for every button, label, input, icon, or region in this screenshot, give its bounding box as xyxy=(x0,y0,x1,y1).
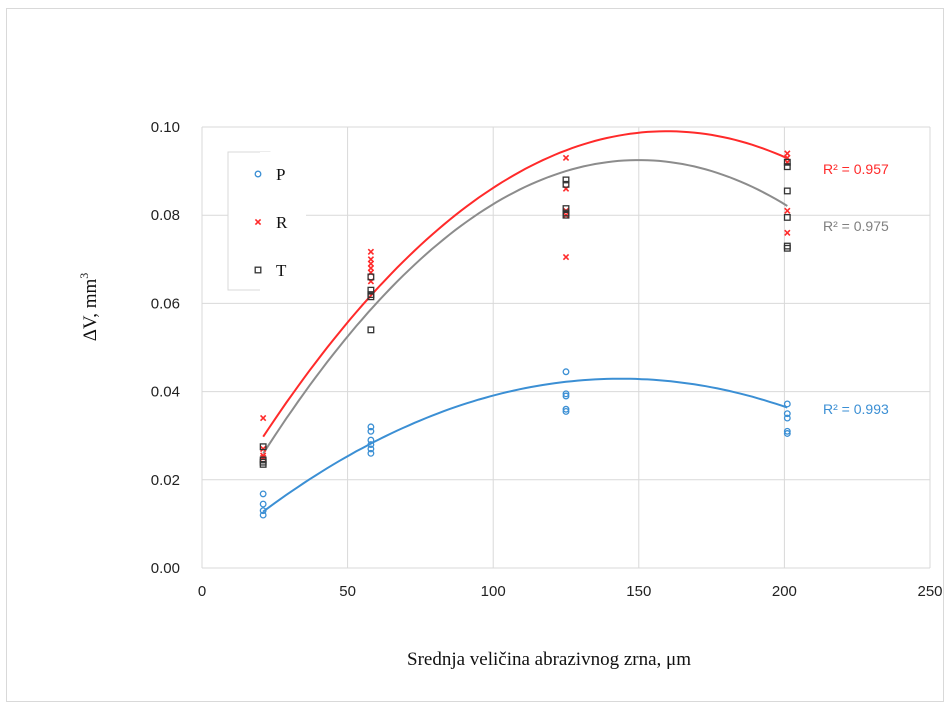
data-point-P xyxy=(367,423,375,431)
trend-lines xyxy=(262,130,788,513)
data-point-T xyxy=(562,205,570,213)
data-point-P xyxy=(259,507,267,515)
y-tick-label: 0.00 xyxy=(151,560,180,577)
legend-marker-P xyxy=(254,170,262,178)
y-axis-title-superscript: 3 xyxy=(77,273,91,279)
data-point-T xyxy=(367,286,375,294)
x-tick-label: 250 xyxy=(917,583,942,600)
y-tick-label: 0.06 xyxy=(151,295,180,312)
y-tick-label: 0.08 xyxy=(151,207,180,224)
data-point-T xyxy=(783,213,791,221)
marker-stroke xyxy=(562,154,570,162)
data-point-P xyxy=(367,449,375,457)
data-point-T xyxy=(562,211,570,219)
data-point-T xyxy=(783,187,791,195)
data-point-R xyxy=(259,414,267,422)
legend-label-T: T xyxy=(276,261,287,280)
data-point-T xyxy=(783,158,791,166)
legend-marker-R xyxy=(254,218,262,226)
data-point-P xyxy=(562,390,570,398)
x-tick-label: 50 xyxy=(339,583,356,600)
data-point-T xyxy=(259,443,267,451)
r2-labels: R² = 0.993 R² = 0.957 R² = 0.975 xyxy=(823,161,889,417)
data-point-T xyxy=(783,244,791,252)
data-point-R xyxy=(784,207,791,214)
marker-stroke xyxy=(259,414,267,422)
y-tick-labels: 0.00 0.02 0.04 0.06 0.08 0.10 xyxy=(151,119,180,577)
trend-line-T xyxy=(262,159,788,455)
data-point-P xyxy=(259,511,267,519)
marker-stroke xyxy=(562,253,570,261)
data-point-R xyxy=(367,248,375,255)
data-point-T xyxy=(562,180,570,188)
data-point-R xyxy=(562,253,570,261)
trend-line-R xyxy=(262,130,788,438)
chart-frame xyxy=(6,8,944,702)
x-tick-label: 150 xyxy=(626,583,651,600)
trend-line-P xyxy=(262,377,788,513)
marker-stroke xyxy=(254,218,262,226)
data-point-T xyxy=(562,176,570,184)
y-tick-label: 0.04 xyxy=(151,384,180,401)
data-point-R xyxy=(784,229,791,237)
data-point-T xyxy=(367,273,375,281)
legend-marker-T xyxy=(254,266,262,274)
legend-items: P R T xyxy=(254,165,288,280)
x-tick-labels: 0 50 100 150 200 250 xyxy=(198,583,943,600)
data-point-P xyxy=(783,414,791,422)
x-axis-title: Srednja veličina abrazivnog zrna, μm xyxy=(407,649,691,670)
data-point-T xyxy=(367,326,375,334)
legend-label-R: R xyxy=(276,213,288,232)
r2-label-P: R² = 0.993 xyxy=(823,401,889,417)
data-point-P xyxy=(562,368,570,376)
data-point-P xyxy=(259,490,267,498)
marker-stroke xyxy=(784,229,791,237)
data-point-P xyxy=(259,500,267,508)
x-tick-label: 0 xyxy=(198,583,206,600)
y-axis-title: ΔV, mm3 xyxy=(77,273,101,342)
y-tick-label: 0.10 xyxy=(151,119,180,136)
data-point-P xyxy=(367,445,375,453)
r2-label-T: R² = 0.975 xyxy=(823,218,889,234)
data-point-R xyxy=(562,154,570,162)
data-point-P xyxy=(783,410,791,418)
legend-label-P: P xyxy=(276,165,285,184)
data-point-T xyxy=(783,163,791,171)
data-point-T xyxy=(367,293,375,301)
data-point-P xyxy=(562,405,570,413)
legend: P R T xyxy=(227,151,306,292)
marker-stroke xyxy=(784,207,791,214)
data-point-P xyxy=(783,430,791,437)
marker-stroke xyxy=(367,248,375,255)
legend-mask xyxy=(260,152,306,292)
x-tick-label: 100 xyxy=(481,583,506,600)
data-point-T xyxy=(259,460,267,468)
data-point-P xyxy=(783,427,791,435)
y-tick-label: 0.02 xyxy=(151,472,180,489)
data-point-P xyxy=(562,392,570,400)
x-tick-label: 200 xyxy=(772,583,797,600)
data-point-P xyxy=(367,441,375,448)
grid-lines xyxy=(201,126,931,569)
y-axis-title-main: ΔV, mm xyxy=(80,279,101,342)
data-point-P xyxy=(562,407,570,415)
r2-label-R: R² = 0.957 xyxy=(823,161,889,177)
data-point-P xyxy=(783,400,791,408)
data-point-P xyxy=(367,427,375,435)
data-point-P xyxy=(367,436,375,444)
data-points xyxy=(259,150,791,519)
